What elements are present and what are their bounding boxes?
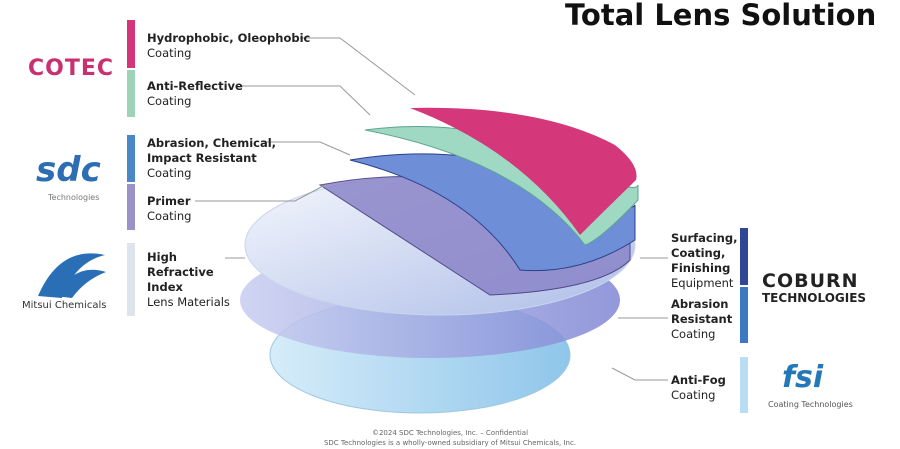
logo-mark [38,253,106,298]
leader-line [195,184,326,202]
footer: ©2024 SDC Technologies, Inc. – Confident… [0,428,900,448]
layer-subtitle: Equipment [671,276,734,290]
layer-label: Abrasion Resistant Coating [671,297,732,342]
layer-label: Surfacing, Coating, Finishing Equipment [671,231,737,291]
leader-line [265,141,351,156]
layer-subtitle: Coating [147,209,192,223]
layer-label: Hydrophobic, Oleophobic Coating [147,31,310,61]
layer-label: Abrasion, Chemical, Impact Resistant Coati… [147,136,276,181]
leader-line [240,85,371,116]
title: Total Lens Solution [565,0,877,32]
layer-title: Abrasion, Chemical, [147,136,277,150]
layer-subtitle: Lens Materials [147,295,230,309]
logo: COTEC [28,56,115,81]
logo-tagline: TECHNOLOGIES [762,291,867,305]
layer-label: Primer Coating [147,194,191,224]
footer-line: ©2024 SDC Technologies, Inc. – Confident… [371,429,529,437]
color-bar [127,70,135,117]
layer-title: Abrasion [671,297,729,311]
layer-title: Finishing [671,261,731,275]
layer-title: Resistant [671,312,733,326]
logo: fsi [782,360,824,395]
logo: sdc [36,150,101,190]
logo-tagline: Coating Technologies [768,400,853,409]
layer-title: Impact Resistant [147,151,257,165]
leader-line [300,37,416,96]
leader-lines [195,37,668,381]
layer-subtitle: Coating [147,94,192,108]
layer-title: High [147,250,177,264]
layer-title: Coating, [671,246,726,260]
layer-label: Anti-Reflective Coating [147,79,243,109]
layer-title: Surfacing, [671,231,738,245]
layer-title: Hydrophobic, Oleophobic [147,31,311,45]
logo: Mitsui Chemicals [22,300,107,311]
layer-subtitle: Coating [671,327,716,341]
color-bar [127,135,135,182]
layer-subtitle: Coating [147,166,192,180]
layer-label: High Refractive Index Lens Materials [147,250,230,310]
logo-tagline: Technologies [48,193,100,202]
color-bar [740,357,748,413]
color-bar [127,184,135,230]
logo: COBURN [762,270,859,292]
layer-title: Primer [147,194,191,208]
layer-title: Refractive [147,265,214,279]
hydrophobic-layer [410,107,637,235]
color-bar [740,228,748,285]
color-bar [127,20,135,68]
layer-title: Anti-Reflective [147,79,243,93]
layer-subtitle: Coating [147,46,192,60]
leader-line [611,367,668,381]
color-bar [740,287,748,343]
layer-title: Anti-Fog [671,373,726,387]
color-bar [127,243,135,316]
layer-label: Anti-Fog Coating [671,373,726,403]
layer-subtitle: Coating [671,388,716,402]
layer-title: Index [147,280,183,294]
footer-line: SDC Technologies is a wholly-owned subsi… [323,439,577,447]
